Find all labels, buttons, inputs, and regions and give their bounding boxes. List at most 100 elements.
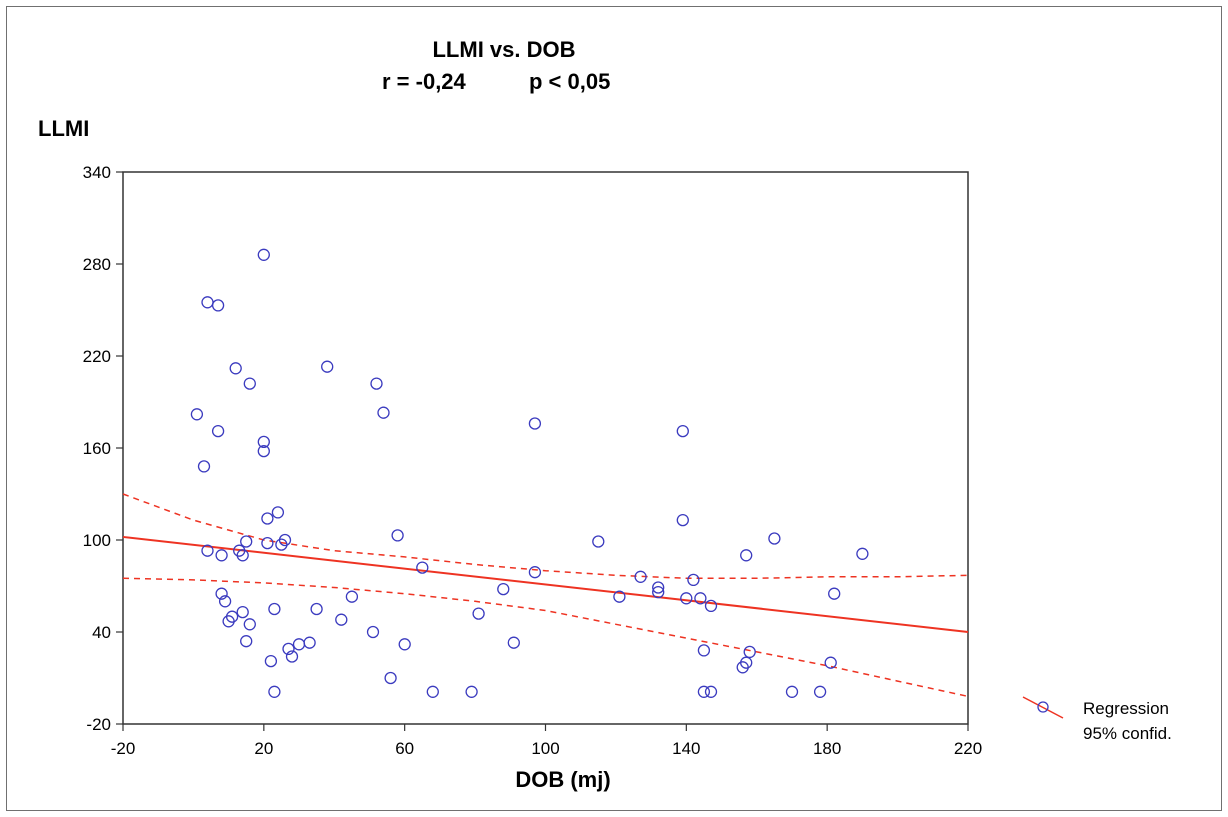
data-point [366, 625, 380, 639]
data-point [740, 656, 753, 669]
data-point [697, 644, 711, 657]
data-point [257, 248, 270, 261]
confidence-bands [122, 493, 969, 698]
data-point [824, 656, 837, 669]
data-point [236, 549, 249, 562]
legend-regression-label: Regression [1083, 699, 1169, 718]
data-point [416, 561, 429, 574]
data-point [856, 547, 869, 560]
data-point [704, 685, 718, 698]
data-point [211, 299, 225, 312]
data-point [613, 590, 626, 603]
data-point [676, 513, 689, 527]
data-point [743, 645, 756, 659]
data-point [261, 536, 274, 550]
data-point [497, 582, 510, 596]
chart-subtitle-r: r = -0,24 [382, 69, 467, 94]
data-point [676, 424, 689, 438]
data-point [211, 424, 225, 438]
data-point [282, 642, 295, 656]
legend-regression-line [1022, 696, 1064, 719]
y-tick-label: 280 [83, 255, 111, 274]
data-point [243, 618, 256, 631]
x-tick-label: -20 [111, 739, 136, 758]
upper-confidence-band [122, 493, 969, 580]
data-point [528, 417, 542, 430]
data-point [652, 585, 665, 599]
scatter-chart: LLMI vs. DOB r = -0,24 p < 0,05 LLMI DOB… [38, 37, 1172, 792]
data-point [303, 636, 316, 649]
data-point [687, 573, 700, 587]
data-point [426, 685, 439, 698]
data-point [218, 595, 232, 608]
data-point [335, 613, 348, 626]
data-point [768, 532, 781, 545]
data-point [240, 635, 253, 648]
data-point [377, 406, 390, 419]
data-point [398, 638, 411, 651]
data-point [310, 602, 323, 616]
data-point [197, 460, 211, 473]
data-point [261, 512, 274, 525]
data-point [271, 506, 285, 519]
data-point [243, 377, 256, 390]
data-point [229, 362, 242, 375]
data-point [278, 533, 292, 547]
y-tick-label: -20 [86, 715, 111, 734]
data-point [370, 377, 383, 390]
data-point [201, 544, 214, 557]
data-point [190, 408, 204, 421]
y-axis-label: LLMI [38, 116, 89, 141]
chart-subtitle-p: p < 0,05 [529, 69, 610, 94]
data-point [285, 650, 299, 663]
legend-confidence-label: 95% confid. [1083, 724, 1172, 743]
x-tick-label: 180 [813, 739, 841, 758]
data-point [507, 636, 520, 649]
y-axis-ticks: -20 40 100 160 220 280 340 [83, 163, 123, 734]
data-point [740, 549, 753, 562]
chart-title: LLMI vs. DOB [432, 37, 575, 62]
y-tick-label: 220 [83, 347, 111, 366]
legend: Regression 95% confid. [1022, 696, 1172, 743]
x-axis-ticks: -20 20 60 100 140 180 220 [111, 724, 982, 758]
x-axis-label: DOB (mj) [515, 767, 610, 792]
data-point [704, 599, 718, 613]
data-point [680, 592, 693, 605]
data-point [391, 529, 404, 542]
regression-line [122, 535, 969, 633]
x-tick-label: 60 [395, 739, 414, 758]
legend-marker [1037, 701, 1049, 713]
data-point [652, 581, 665, 594]
data-point [257, 435, 270, 449]
x-tick-label: 20 [254, 739, 273, 758]
data-point [236, 605, 249, 619]
y-tick-label: 40 [92, 623, 111, 642]
data-point [694, 592, 707, 605]
data-point [215, 587, 228, 600]
chart-frame: LLMI vs. DOB r = -0,24 p < 0,05 LLMI DOB… [6, 6, 1222, 811]
data-point [264, 654, 278, 668]
data-point [785, 685, 799, 698]
x-tick-label: 100 [531, 739, 559, 758]
x-tick-label: 220 [954, 739, 982, 758]
data-point [268, 685, 281, 698]
data-point [215, 549, 228, 562]
data-point [813, 685, 827, 698]
regression-line-group [122, 535, 969, 633]
data-point [384, 671, 397, 685]
data-point [257, 444, 270, 458]
data-point [634, 570, 647, 583]
data-point [528, 566, 542, 579]
x-tick-label: 140 [672, 739, 700, 758]
data-point [321, 360, 334, 373]
plot-area [122, 171, 969, 725]
y-tick-label: 340 [83, 163, 111, 182]
data-point [345, 590, 359, 603]
y-tick-label: 160 [83, 439, 111, 458]
data-point [222, 615, 235, 628]
data-point [697, 685, 711, 698]
data-point [472, 607, 485, 620]
data-point [240, 535, 253, 548]
data-points [190, 248, 869, 698]
data-point [828, 587, 841, 600]
